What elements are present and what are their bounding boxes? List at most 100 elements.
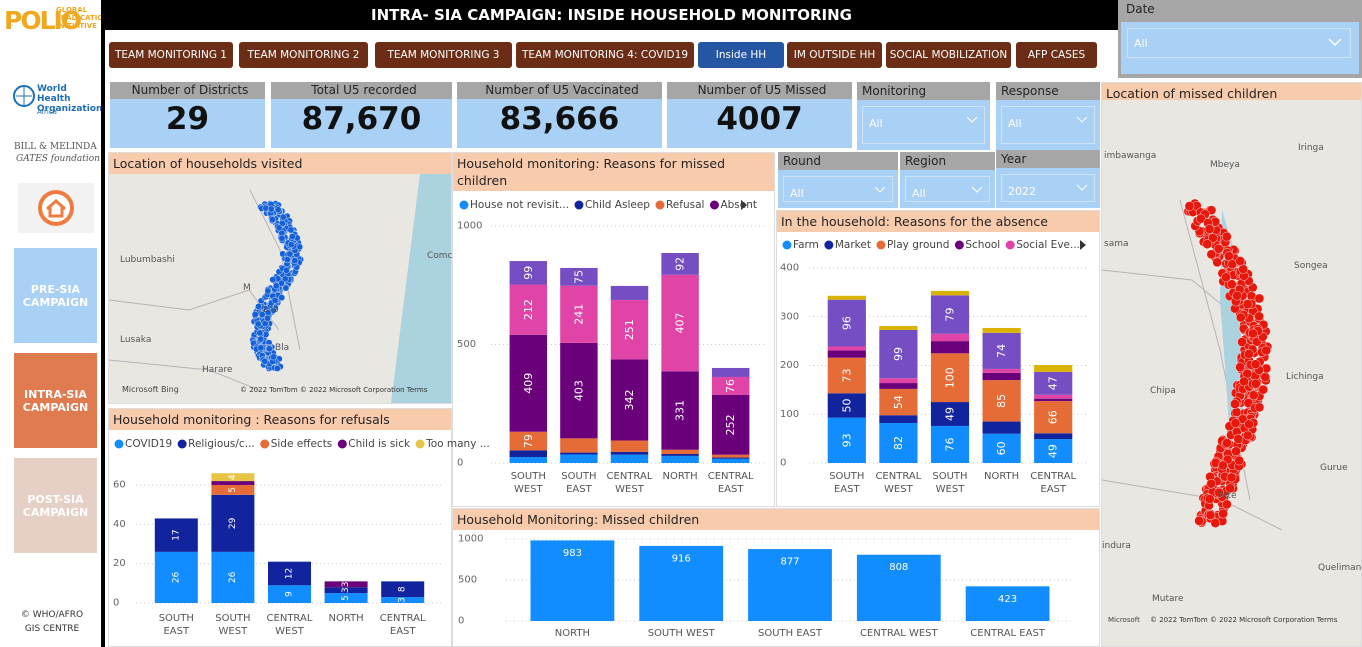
- map-point: [1244, 349, 1253, 358]
- bar-segment: [510, 457, 547, 463]
- legend-marker: [955, 241, 964, 250]
- legend-marker: [115, 440, 124, 449]
- map-point: [1227, 280, 1236, 289]
- y-tick-label: 1000: [458, 534, 483, 545]
- map-point: [284, 256, 290, 262]
- data-label: 12: [285, 568, 295, 579]
- map-place: Lilo: [263, 305, 279, 315]
- map-point: [1255, 312, 1264, 321]
- map-point: [1219, 509, 1228, 518]
- map-point: [1234, 434, 1243, 443]
- map-point: [1203, 240, 1212, 249]
- map-place: Lusaka: [120, 335, 151, 345]
- map-point: [269, 216, 275, 222]
- x-tick-label: CENTRAL WEST: [604, 470, 655, 496]
- map-place: imbawanga: [1104, 151, 1156, 161]
- bar-segment: [712, 459, 749, 463]
- data-label: 100: [944, 367, 957, 388]
- y-tick-label: 40: [113, 519, 126, 530]
- map-point: [1227, 473, 1236, 482]
- legend-label: House not revisit...: [470, 199, 569, 211]
- bar-segment: [828, 346, 866, 350]
- map-place: Iringa: [1298, 143, 1324, 153]
- data-label: 916: [672, 553, 691, 564]
- map-point: [1251, 360, 1260, 369]
- map-point: [288, 227, 294, 233]
- data-label: 3: [341, 587, 351, 593]
- map-point: [1239, 265, 1248, 274]
- map-attribution: © 2022 TomTom © 2022 Microsoft Corporati…: [240, 386, 428, 394]
- legend-marker: [655, 201, 664, 210]
- data-label: 85: [995, 394, 1008, 408]
- bar-segment: [611, 452, 648, 455]
- legend-more[interactable]: [1080, 240, 1086, 250]
- legend-marker: [783, 241, 792, 250]
- map-point: [252, 311, 258, 317]
- bar-segment: [983, 369, 1021, 373]
- legend-marker: [876, 241, 885, 250]
- map-point: [1222, 232, 1231, 241]
- bar-segment: [879, 415, 917, 423]
- map-point: [268, 206, 274, 212]
- map-point: [1255, 403, 1264, 412]
- map-point: [288, 241, 294, 247]
- bar-segment: [611, 286, 648, 300]
- data-label: 75: [572, 270, 585, 284]
- data-label: 9: [285, 591, 295, 597]
- data-label: 54: [892, 395, 905, 409]
- y-tick-label: 400: [780, 263, 799, 274]
- bar-segment: [211, 481, 254, 485]
- bar-segment: [611, 455, 648, 463]
- x-tick-label: CENTRAL WEST: [261, 612, 318, 638]
- legend-label: School: [965, 239, 1000, 251]
- map-point: [1231, 419, 1240, 428]
- data-label: 76: [944, 437, 957, 451]
- bar-segment: [661, 450, 698, 454]
- x-tick-label: SOUTH WEST: [627, 627, 736, 640]
- x-tick-label: CENTRAL WEST: [844, 627, 953, 640]
- legend-label: Absent: [720, 199, 757, 211]
- x-tick-label: SOUTH WEST: [924, 470, 976, 496]
- map-point: [280, 214, 286, 220]
- bar-segment: [560, 438, 597, 452]
- map-point: [1236, 256, 1245, 265]
- data-label: 331: [674, 400, 687, 421]
- data-label: 79: [522, 434, 535, 448]
- map-point: [257, 330, 263, 336]
- data-label: 49: [1047, 444, 1060, 458]
- map-point: [283, 267, 289, 273]
- map-point: [1195, 516, 1204, 525]
- map-point: [1235, 363, 1244, 372]
- map-point: [266, 346, 272, 352]
- map-place: Lichinga: [1286, 372, 1324, 382]
- data-label: 407: [674, 313, 687, 334]
- map-point: [1232, 407, 1241, 416]
- map-place: indura: [1102, 541, 1131, 551]
- legend-label: Social Eve...: [1016, 239, 1080, 251]
- data-label: 60: [995, 441, 1008, 455]
- bar-segment: [1034, 399, 1072, 401]
- legend-label: COVID19: [125, 438, 172, 450]
- data-label: 342: [623, 389, 636, 410]
- map-point: [1235, 456, 1244, 465]
- data-label: 983: [563, 548, 582, 559]
- data-label: 29: [228, 517, 238, 529]
- map-point: [283, 285, 289, 291]
- legend-label: Refusal: [666, 199, 704, 211]
- map-place: Comc: [427, 251, 453, 261]
- map-point: [1231, 447, 1240, 456]
- x-tick-label: SOUTH WEST: [503, 470, 554, 496]
- y-tick-label: 300: [780, 311, 799, 322]
- bar-segment: [983, 422, 1021, 434]
- legend-label: Side effects: [271, 438, 333, 450]
- data-label: 403: [572, 380, 585, 401]
- data-label: 8: [398, 586, 408, 592]
- map-point: [1243, 300, 1252, 309]
- data-label: 66: [1047, 410, 1060, 424]
- map-place: M: [243, 283, 251, 293]
- data-label: 47: [1047, 376, 1060, 390]
- y-tick-label: 0: [113, 598, 119, 609]
- data-label: 5: [228, 487, 238, 493]
- map-place: Lubumbashi: [120, 255, 175, 265]
- x-tick-label: SOUTH EAST: [736, 627, 845, 640]
